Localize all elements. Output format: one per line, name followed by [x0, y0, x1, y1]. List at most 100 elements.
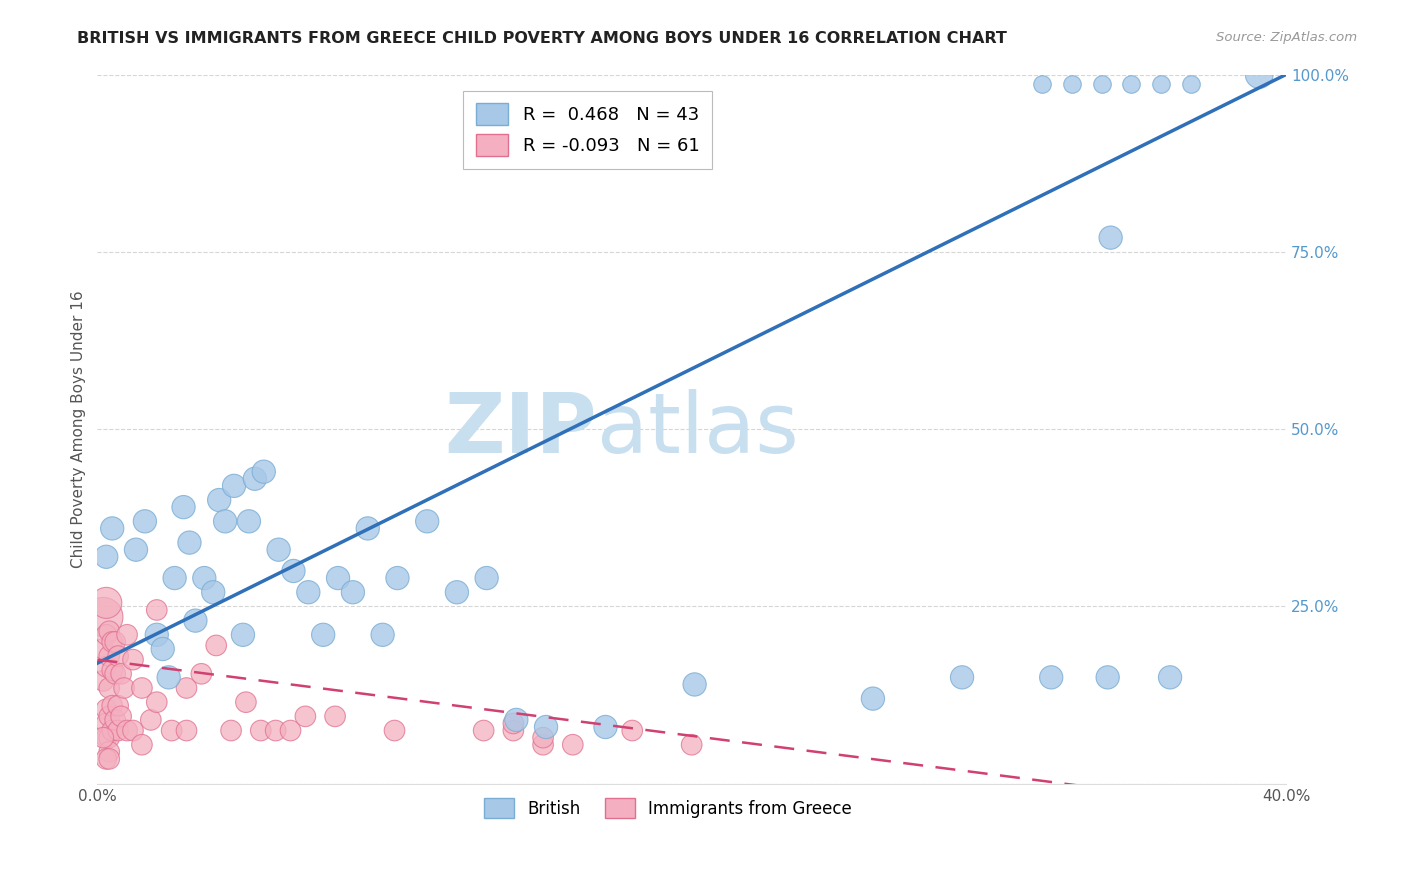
- Point: [235, 695, 257, 709]
- Point: [110, 666, 132, 681]
- Point: [534, 720, 557, 734]
- Point: [104, 713, 127, 727]
- Point: [101, 663, 124, 677]
- Point: [387, 571, 409, 585]
- Point: [208, 493, 231, 508]
- Point: [326, 571, 349, 585]
- Text: Source: ZipAtlas.com: Source: ZipAtlas.com: [1216, 31, 1357, 45]
- Point: [416, 514, 439, 528]
- Point: [1040, 670, 1063, 684]
- Point: [222, 479, 245, 493]
- Point: [98, 681, 121, 695]
- Point: [1097, 670, 1119, 684]
- Point: [125, 542, 148, 557]
- Point: [323, 709, 346, 723]
- Text: BRITISH VS IMMIGRANTS FROM GREECE CHILD POVERTY AMONG BOYS UNDER 16 CORRELATION : BRITISH VS IMMIGRANTS FROM GREECE CHILD …: [77, 31, 1007, 46]
- Point: [681, 738, 703, 752]
- Point: [561, 738, 583, 752]
- Point: [96, 596, 118, 610]
- Point: [371, 628, 394, 642]
- Point: [91, 731, 114, 745]
- Point: [107, 723, 129, 738]
- Point: [595, 720, 617, 734]
- Point: [502, 716, 524, 731]
- Point: [1031, 77, 1053, 91]
- Point: [531, 738, 554, 752]
- Point: [531, 731, 554, 745]
- Point: [219, 723, 242, 738]
- Point: [176, 723, 198, 738]
- Point: [163, 571, 186, 585]
- Point: [1159, 670, 1181, 684]
- Point: [384, 723, 406, 738]
- Point: [264, 723, 287, 738]
- Point: [101, 723, 124, 738]
- Point: [101, 635, 124, 649]
- Point: [98, 745, 121, 759]
- Point: [134, 514, 156, 528]
- Point: [96, 659, 118, 673]
- Point: [1249, 68, 1271, 82]
- Point: [98, 649, 121, 664]
- Text: atlas: atlas: [596, 389, 799, 469]
- Point: [232, 628, 254, 642]
- Point: [96, 731, 118, 745]
- Point: [357, 521, 380, 535]
- Point: [294, 709, 316, 723]
- Point: [152, 642, 174, 657]
- Point: [173, 500, 195, 515]
- Point: [253, 465, 276, 479]
- Point: [98, 731, 121, 745]
- Point: [122, 723, 145, 738]
- Point: [267, 542, 290, 557]
- Point: [446, 585, 468, 599]
- Point: [1091, 77, 1114, 91]
- Point: [862, 691, 884, 706]
- Point: [214, 514, 236, 528]
- Point: [283, 564, 305, 578]
- Point: [505, 713, 527, 727]
- Point: [131, 681, 153, 695]
- Point: [297, 585, 319, 599]
- Point: [98, 624, 121, 639]
- Point: [115, 723, 138, 738]
- Y-axis label: Child Poverty Among Boys Under 16: Child Poverty Among Boys Under 16: [72, 290, 86, 568]
- Point: [157, 670, 180, 684]
- Point: [104, 635, 127, 649]
- Point: [249, 723, 271, 738]
- Point: [190, 666, 212, 681]
- Point: [146, 603, 169, 617]
- Point: [91, 610, 114, 624]
- Point: [146, 628, 169, 642]
- Point: [205, 639, 228, 653]
- Point: [115, 628, 138, 642]
- Text: ZIP: ZIP: [444, 389, 596, 469]
- Point: [202, 585, 225, 599]
- Point: [107, 649, 129, 664]
- Point: [472, 723, 495, 738]
- Point: [101, 698, 124, 713]
- Point: [107, 698, 129, 713]
- Point: [96, 702, 118, 716]
- Point: [280, 723, 302, 738]
- Point: [475, 571, 498, 585]
- Point: [91, 673, 114, 688]
- Point: [98, 709, 121, 723]
- Point: [1150, 77, 1173, 91]
- Point: [122, 652, 145, 666]
- Point: [91, 642, 114, 657]
- Point: [184, 614, 207, 628]
- Point: [312, 628, 335, 642]
- Point: [238, 514, 260, 528]
- Point: [131, 738, 153, 752]
- Point: [342, 585, 364, 599]
- Point: [950, 670, 973, 684]
- Point: [176, 681, 198, 695]
- Point: [139, 713, 162, 727]
- Point: [96, 549, 118, 564]
- Point: [179, 535, 201, 549]
- Legend: British, Immigrants from Greece: British, Immigrants from Greece: [477, 791, 859, 825]
- Point: [621, 723, 644, 738]
- Point: [243, 472, 266, 486]
- Point: [1180, 77, 1202, 91]
